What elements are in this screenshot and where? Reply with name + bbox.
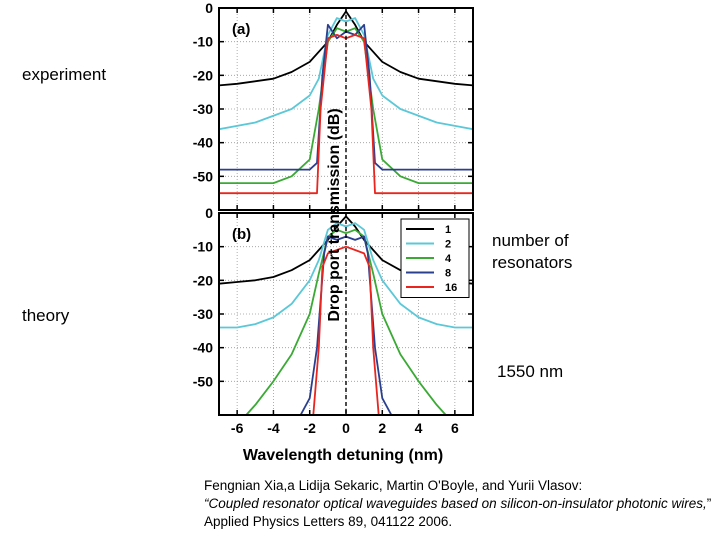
x-tick-label: 2 xyxy=(378,420,386,436)
legend-label-16: 16 xyxy=(445,282,457,294)
citation-title: “Coupled resonator optical waveguides ba… xyxy=(204,496,707,511)
x-tick-label: 6 xyxy=(451,420,459,436)
y-tick-label: -50 xyxy=(193,168,213,184)
x-tick-label: -2 xyxy=(303,420,316,436)
series-line-2 xyxy=(219,222,473,329)
citation: Fengnian Xia,a Lidija Sekaric, Martin O'… xyxy=(204,477,714,531)
y-tick-label: 0 xyxy=(205,0,213,16)
panel-a: 0 -10 -20 -30 -40 -50 (a) xyxy=(193,0,474,211)
y-tick-label: -10 xyxy=(193,34,213,50)
series-line-16 xyxy=(312,245,380,415)
y-tick-label: -10 xyxy=(193,239,213,255)
citation-tail: ” Applied Physics Letters 89, 041122 200… xyxy=(204,496,712,529)
legend-label-2: 2 xyxy=(445,239,451,251)
y-tick-label: -30 xyxy=(193,101,213,117)
y-tick-label: -20 xyxy=(193,272,213,288)
y-tick-label: -50 xyxy=(193,373,213,389)
resonators-label-line1: number of xyxy=(492,231,569,250)
y-tick-label: -40 xyxy=(193,135,213,151)
legend-label-4: 4 xyxy=(445,253,452,265)
legend-label-1: 1 xyxy=(445,224,451,236)
series-line-2 xyxy=(219,17,473,131)
series-line-4 xyxy=(245,228,447,415)
panel-label: (b) xyxy=(232,226,251,243)
y-axis-label: Drop port transmission (dB) xyxy=(326,108,343,321)
y-tick-label: -30 xyxy=(193,306,213,322)
experiment-label: experiment xyxy=(22,65,107,84)
theory-label: theory xyxy=(22,306,70,325)
x-tick-label: -6 xyxy=(231,420,244,436)
y-tick-label: -20 xyxy=(193,67,213,83)
x-tick-label: -4 xyxy=(267,420,280,436)
legend: 1 2 4 8 16 xyxy=(400,218,470,298)
x-axis-label: Wavelength detuning (nm) xyxy=(243,447,443,464)
resonators-label: number of resonators xyxy=(492,230,572,274)
wavelength-note: 1550 nm xyxy=(497,362,564,381)
x-tick-label: 0 xyxy=(342,420,350,436)
y-tick-label: 0 xyxy=(205,205,213,221)
panel-label: (a) xyxy=(232,21,250,38)
y-tick-label: -40 xyxy=(193,340,213,356)
legend-label-8: 8 xyxy=(445,268,451,280)
transmission-figure: 0-10-20-30-40-50(a) 0-10-20-30-40-50-6 -4… xyxy=(193,0,474,464)
x-tick-label: 4 xyxy=(415,420,423,436)
resonators-label-line2: resonators xyxy=(492,253,573,272)
citation-authors: Fengnian Xia,a Lidija Sekaric, Martin O'… xyxy=(204,478,583,493)
